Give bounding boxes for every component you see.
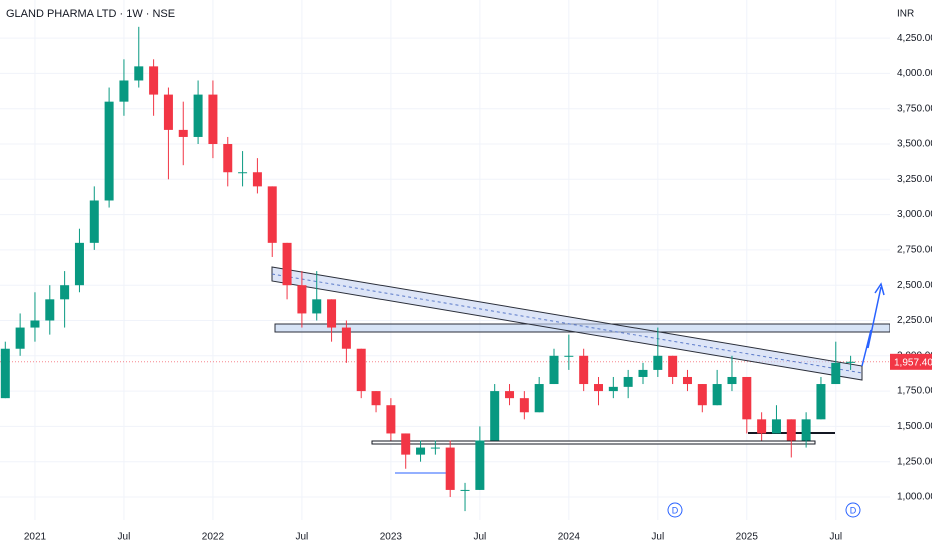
y-tick-label: 3,250.00 (897, 174, 932, 185)
candle-body (490, 391, 500, 441)
y-tick-label: 4,250.00 (897, 33, 932, 44)
candle-body (668, 355, 678, 377)
candle-body (0, 348, 10, 399)
y-tick-label: 2,750.00 (897, 245, 932, 256)
time-axis (0, 522, 890, 550)
x-tick-label: Jul (296, 532, 309, 543)
candle-body (356, 348, 366, 392)
candles (0, 26, 856, 512)
candle-body (178, 129, 188, 137)
x-tick-label: 2024 (558, 532, 581, 543)
candle-body (134, 66, 144, 81)
candle-body (149, 66, 159, 95)
arrow-head (874, 282, 885, 296)
candle-body (594, 384, 603, 392)
candle-body (519, 398, 529, 413)
currency: INR (897, 9, 914, 20)
dividend-marker (845, 502, 861, 518)
candle-body (549, 355, 559, 385)
candle-body (816, 384, 826, 420)
y-tick-label: 2,250.00 (897, 315, 932, 326)
candle-body (534, 384, 544, 413)
candle-body (445, 447, 455, 490)
candle-body (163, 94, 173, 130)
price-axis (890, 0, 932, 550)
y-tick-label: 1,500.00 (897, 421, 932, 432)
y-tick-label: 3,500.00 (897, 139, 932, 150)
candle-body (742, 376, 752, 420)
candle-body (208, 94, 218, 145)
candle-body (104, 101, 114, 201)
candle-body (327, 299, 337, 328)
y-tick-label: 1,750.00 (897, 386, 932, 397)
candle-body (45, 299, 55, 321)
x-tick-label: Jul (829, 532, 842, 543)
projection-arrow (861, 286, 882, 367)
candle-body (386, 405, 396, 434)
dividend-label: D (672, 505, 679, 515)
candle-body (416, 447, 426, 455)
x-tick-label: Jul (118, 532, 131, 543)
candle-body (193, 94, 203, 137)
candle-body (801, 419, 811, 441)
candle-body (341, 327, 351, 349)
candle-body (757, 419, 767, 434)
candle-body (74, 242, 84, 286)
candle-body (712, 384, 722, 406)
x-tick-label: Jul (651, 532, 664, 543)
x-tick-label: 2021 (24, 532, 47, 543)
x-tick-label: 2025 (736, 532, 759, 543)
candle-body (60, 285, 70, 300)
candle-body (846, 361, 856, 363)
candle-body (89, 200, 99, 243)
candle-body (786, 419, 796, 441)
candle-body (579, 355, 589, 385)
channel-midline (271, 273, 863, 374)
candle-body (608, 386, 618, 392)
candle-body (771, 419, 781, 434)
candle-body (371, 391, 381, 406)
candle-body (252, 172, 262, 187)
candle-body (297, 285, 307, 314)
candle-body (312, 299, 322, 314)
x-tick-label: 2022 (202, 532, 225, 543)
candle-body (638, 369, 648, 377)
candle-body (430, 447, 440, 449)
candle-body (653, 355, 663, 370)
candle-body (727, 376, 737, 385)
trend-channel (271, 266, 863, 381)
candle-body (475, 440, 485, 490)
support-line (371, 440, 816, 445)
dividend-label: D (850, 505, 857, 515)
candle-body (267, 186, 277, 243)
candle-body (401, 433, 411, 455)
candle-body (15, 327, 25, 349)
x-tick-label: 2023 (380, 532, 403, 543)
candle-body (30, 320, 40, 328)
chart-title: GLAND PHARMA LTD · 1W · NSE (6, 8, 175, 20)
candle-body (623, 376, 633, 387)
dividend-marker (667, 502, 683, 518)
y-tick-label: 1,000.00 (897, 492, 932, 503)
last-price-tag (890, 353, 932, 370)
candle-body (697, 384, 707, 406)
candle-body (282, 242, 292, 286)
y-tick-label: 1,250.00 (897, 456, 932, 467)
y-tick-label: 3,750.00 (897, 103, 932, 114)
x-tick-label: Jul (473, 532, 486, 543)
candle-body (505, 391, 515, 399)
y-tick-label: 2,500.00 (897, 280, 932, 291)
candle-body (223, 144, 233, 173)
y-tick-label: 3,000.00 (897, 209, 932, 220)
candle-body (831, 362, 841, 385)
candle-body (119, 80, 129, 102)
candle-body (238, 172, 248, 174)
y-tick-label: 4,000.00 (897, 68, 932, 79)
candle-body (460, 489, 470, 491)
candle-body (564, 355, 574, 357)
candle-body (682, 376, 692, 385)
last-price-label: 1,957.40 (894, 357, 932, 368)
